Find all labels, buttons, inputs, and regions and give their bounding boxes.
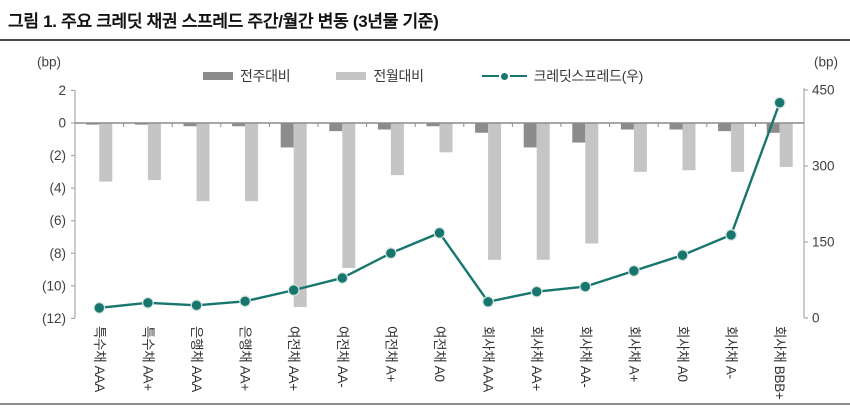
weekly-change-bar-1 — [86, 123, 100, 125]
x-axis-label-3: 은행채 AAA — [189, 326, 204, 392]
monthly-change-bar-5 — [293, 123, 307, 308]
right-axis-tick-label: 150 — [812, 235, 835, 250]
left-axis-tick-label: (10) — [42, 278, 66, 293]
monthly-change-bar-12 — [633, 123, 647, 172]
monthly-change-bar-2 — [147, 123, 161, 180]
left-axis-tick-label: (2) — [50, 148, 67, 163]
x-axis-label-10: 회사채 AA+ — [529, 326, 544, 391]
left-axis-tick-label: (6) — [50, 213, 67, 228]
weekly-change-bar-6 — [329, 123, 343, 132]
credit-spread-point-14 — [725, 229, 737, 241]
weekly-change-bar-7 — [377, 123, 391, 130]
credit-spread-point-12 — [628, 264, 640, 277]
credit-spread-point-2 — [141, 296, 154, 309]
monthly-change-bar-14 — [731, 123, 745, 172]
weekly-change-bar-11 — [572, 123, 586, 143]
credit-spread-point-7 — [385, 247, 397, 260]
x-axis-label-9: 회사채 AAA — [481, 326, 496, 392]
legend-item-monthly-change: 전월대비 — [336, 66, 424, 86]
right-axis-unit-label: (bp) — [814, 55, 838, 70]
x-axis-label-4: 은행채 AA+ — [238, 326, 253, 391]
line-marker-dot — [500, 72, 508, 80]
credit-spread-point-4 — [239, 295, 252, 308]
right-axis-tick-label: 0 — [812, 311, 820, 326]
left-axis-tick-label: 0 — [58, 116, 66, 131]
title-divider — [0, 39, 850, 41]
weekly-change-bar-10 — [523, 123, 537, 148]
x-axis-label-1: 특수채 AAA — [92, 326, 107, 392]
weekly-change-bar-4 — [232, 123, 246, 127]
x-axis-label-2: 특수채 AA+ — [140, 326, 155, 391]
monthly-change-swatch — [336, 72, 367, 80]
line-segment — [509, 74, 527, 78]
line-segment — [481, 74, 499, 78]
weekly-change-bar-15 — [766, 123, 780, 133]
weekly-change-bar-13 — [669, 123, 683, 130]
monthly-change-bar-9 — [488, 123, 502, 260]
monthly-change-bar-3 — [196, 123, 210, 202]
credit-spread-point-15 — [773, 96, 786, 109]
weekly-change-bar-3 — [183, 123, 197, 127]
weekly-change-bar-2 — [134, 123, 148, 125]
monthly-change-bar-10 — [536, 123, 550, 260]
monthly-change-bar-7 — [390, 123, 404, 176]
weekly-change-swatch — [203, 72, 233, 80]
monthly-change-bar-13 — [682, 123, 696, 171]
credit-spread-point-10 — [530, 285, 543, 298]
x-axis-label-12: 회사채 A+ — [626, 326, 641, 383]
right-axis-tick-label: 300 — [812, 159, 835, 174]
credit-spread-point-5 — [287, 284, 300, 297]
monthly-change-bar-1 — [99, 123, 113, 182]
legend-item-credit-spread: 크레딧스프레드(우) — [481, 66, 644, 86]
left-axis-tick-label: (12) — [42, 311, 66, 326]
weekly-change-bar-8 — [426, 123, 440, 127]
weekly-change-bar-12 — [620, 123, 634, 130]
left-axis-tick-label: 2 — [58, 83, 66, 98]
credit-spread-point-3 — [190, 299, 203, 312]
chart-legend: 전주대비 전월대비 크레딧스프레드(우) — [203, 68, 643, 84]
bottom-divider — [0, 403, 850, 405]
legend-label-monthly-change: 전월대비 — [373, 68, 424, 84]
legend-item-weekly-change: 전주대비 — [203, 66, 291, 86]
x-axis-label-11: 회사채 AA- — [578, 326, 593, 387]
right-axis-tick-label: 450 — [812, 83, 835, 98]
x-axis-label-14: 회사채 A- — [724, 326, 739, 379]
left-axis-tick-label: (4) — [50, 181, 67, 196]
left-axis-unit-label: (bp) — [37, 55, 61, 70]
weekly-change-bar-9 — [475, 123, 489, 133]
credit-spread-point-11 — [579, 280, 592, 293]
x-axis-label-15: 회사채 BBB+ — [772, 326, 787, 400]
monthly-change-bar-15 — [779, 123, 793, 167]
x-axis-label-6: 여전채 AA- — [335, 326, 350, 387]
credit-spread-point-13 — [676, 249, 689, 262]
legend-label-weekly-change: 전주대비 — [240, 68, 291, 84]
monthly-change-bar-8 — [439, 123, 453, 153]
credit-spread-point-8 — [433, 226, 446, 239]
weekly-change-bar-14 — [718, 123, 732, 132]
credit-spread-point-9 — [482, 295, 495, 308]
monthly-change-bar-4 — [245, 123, 259, 202]
credit-spread-point-1 — [93, 301, 106, 314]
credit-spread-point-6 — [336, 272, 349, 284]
x-axis-label-13: 회사채 A0 — [675, 326, 690, 382]
x-axis-label-7: 여전채 A+ — [383, 326, 398, 383]
x-axis-label-8: 여전채 A0 — [432, 326, 447, 382]
monthly-change-bar-6 — [342, 123, 356, 268]
x-axis-label-5: 여전채 AA+ — [286, 326, 301, 391]
credit-spread-line-swatch — [481, 72, 527, 80]
left-axis-tick-label: (8) — [50, 246, 67, 261]
legend-label-credit-spread: 크레딧스프레드(우) — [533, 68, 644, 84]
monthly-change-bar-11 — [585, 123, 599, 244]
figure-title: 그림 1. 주요 크레딧 채권 스프레드 주간/월간 변동 (3년물 기준) — [8, 12, 439, 31]
weekly-change-bar-5 — [280, 123, 294, 148]
